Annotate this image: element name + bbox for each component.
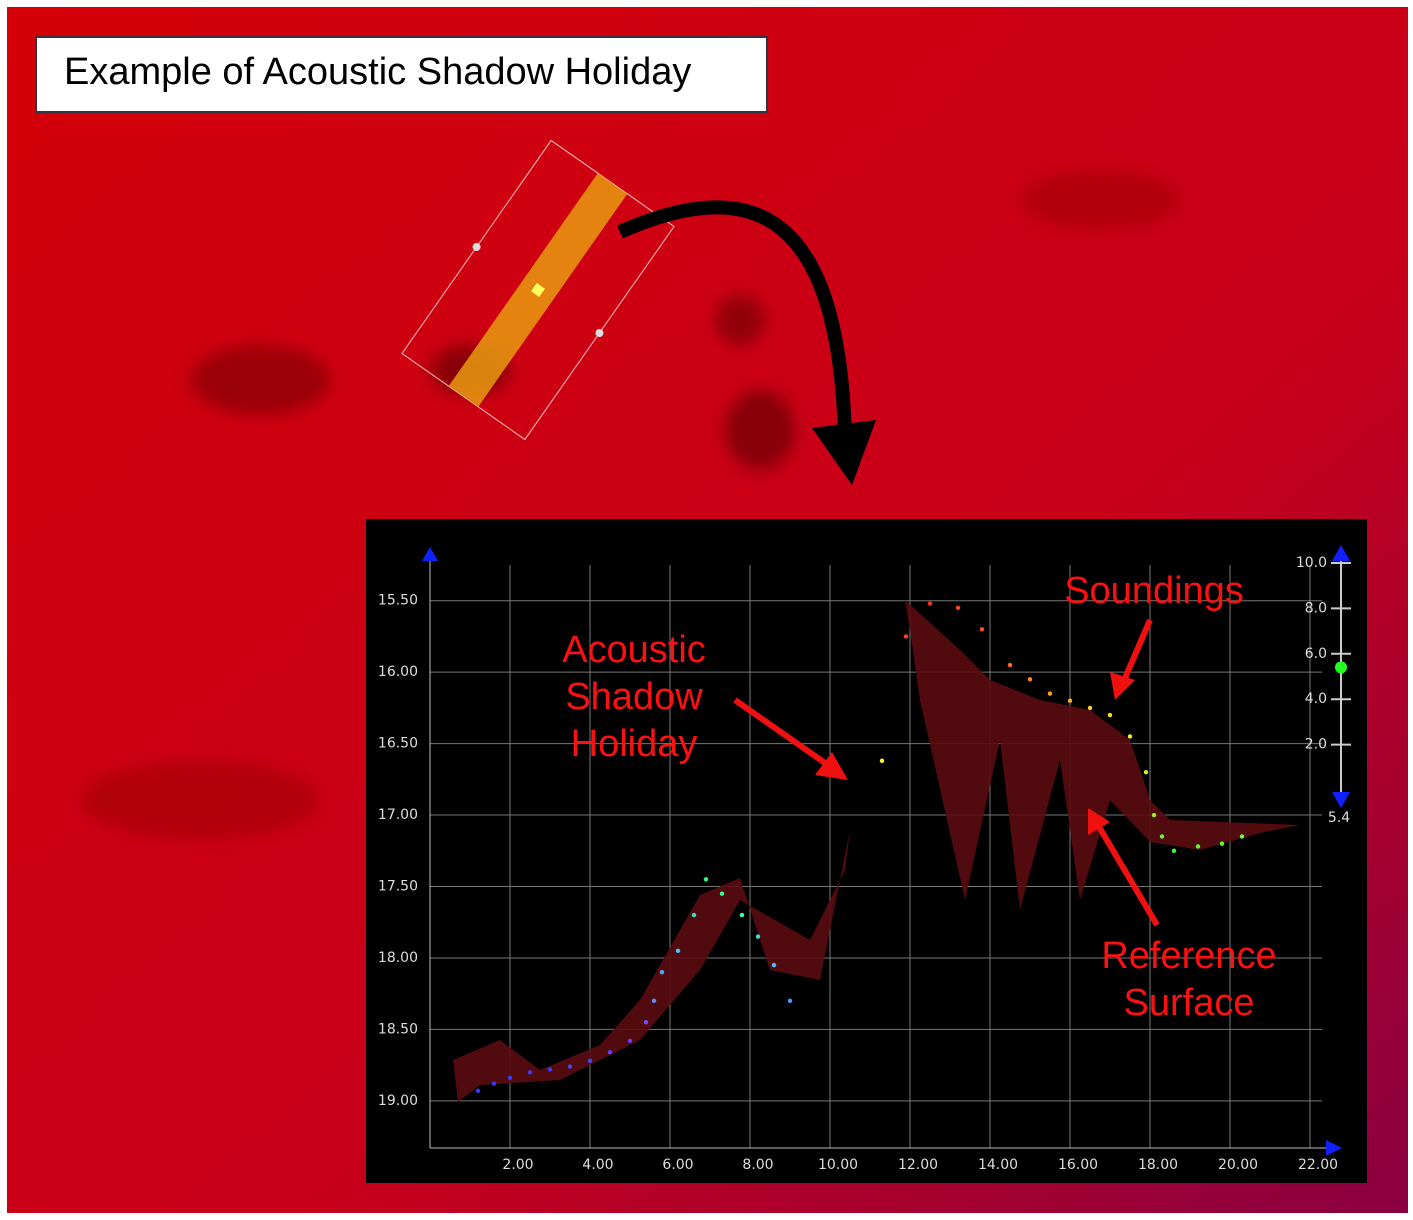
scale-tick-label: 4.0 — [1305, 691, 1327, 707]
x-tick-label: 2.00 — [502, 1157, 533, 1173]
y-tick-label: 16.50 — [378, 736, 418, 752]
annotation: Shadow — [565, 676, 703, 718]
profile-panel — [366, 519, 1367, 1183]
y-tick-label: 17.50 — [378, 879, 418, 895]
sounding — [928, 601, 932, 605]
sounding — [1160, 834, 1164, 838]
annotation: Holiday — [571, 723, 698, 765]
y-tick-label: 18.50 — [378, 1021, 418, 1037]
sounding — [676, 949, 680, 953]
sounding — [980, 627, 984, 631]
sounding — [1196, 844, 1200, 848]
sounding — [772, 963, 776, 967]
sounding — [660, 970, 664, 974]
sounding — [956, 606, 960, 610]
sounding — [1152, 813, 1156, 817]
scale-tick-label: 6.0 — [1305, 646, 1327, 662]
x-tick-label: 18.00 — [1138, 1157, 1178, 1173]
sounding — [644, 1020, 648, 1024]
sounding — [904, 634, 908, 638]
sounding — [720, 891, 724, 895]
sounding — [628, 1039, 632, 1043]
sounding — [1068, 699, 1072, 703]
x-tick-label: 12.00 — [898, 1157, 938, 1173]
sounding — [1240, 834, 1244, 838]
annotation: Surface — [1124, 982, 1255, 1024]
sounding — [528, 1070, 532, 1074]
scale-tick-label: 10.0 — [1296, 555, 1327, 571]
sounding — [492, 1081, 496, 1085]
sounding — [1172, 849, 1176, 853]
y-tick-label: 16.00 — [378, 664, 418, 680]
x-tick-label: 22.00 — [1298, 1157, 1338, 1173]
sounding — [476, 1089, 480, 1093]
sounding — [588, 1059, 592, 1063]
scale-handle — [1335, 661, 1347, 673]
y-tick-label: 17.00 — [378, 807, 418, 823]
x-tick-label: 4.00 — [582, 1157, 613, 1173]
sounding — [568, 1064, 572, 1068]
annotation: Reference — [1101, 935, 1276, 977]
annotation: Soundings — [1064, 570, 1244, 612]
sounding — [704, 877, 708, 881]
scale-tick-label: 2.0 — [1305, 737, 1327, 753]
sounding — [1108, 713, 1112, 717]
sounding — [880, 759, 884, 763]
scale-tick-label: 8.0 — [1305, 600, 1327, 616]
y-tick-label: 19.00 — [378, 1093, 418, 1109]
sounding — [548, 1067, 552, 1071]
title: Example of Acoustic Shadow Holiday — [64, 51, 691, 93]
sounding — [1220, 841, 1224, 845]
sounding — [1088, 706, 1092, 710]
sounding — [1144, 770, 1148, 774]
x-tick-label: 14.00 — [978, 1157, 1018, 1173]
x-tick-label: 10.00 — [818, 1157, 858, 1173]
sounding — [788, 999, 792, 1003]
x-tick-label: 8.00 — [742, 1157, 773, 1173]
page: Example of Acoustic Shadow Holiday 2.00 4… — [0, 0, 1413, 1220]
sounding — [508, 1076, 512, 1080]
scale-value: 5.4 — [1328, 810, 1350, 826]
annotation: Acoustic — [562, 629, 706, 671]
y-tick-label: 18.00 — [378, 950, 418, 966]
sounding — [756, 934, 760, 938]
sounding — [1008, 663, 1012, 667]
y-tick-label: 15.50 — [378, 593, 418, 609]
sounding — [1048, 691, 1052, 695]
sounding — [740, 913, 744, 917]
sounding — [1028, 677, 1032, 681]
sounding — [608, 1050, 612, 1054]
x-tick-label: 16.00 — [1058, 1157, 1098, 1173]
sounding — [1128, 734, 1132, 738]
screen: Example of Acoustic Shadow Holiday 2.00 4… — [0, 0, 1413, 1220]
x-tick-label: 6.00 — [662, 1157, 693, 1173]
x-tick-label: 20.00 — [1218, 1157, 1258, 1173]
sounding — [652, 999, 656, 1003]
sounding — [692, 913, 696, 917]
